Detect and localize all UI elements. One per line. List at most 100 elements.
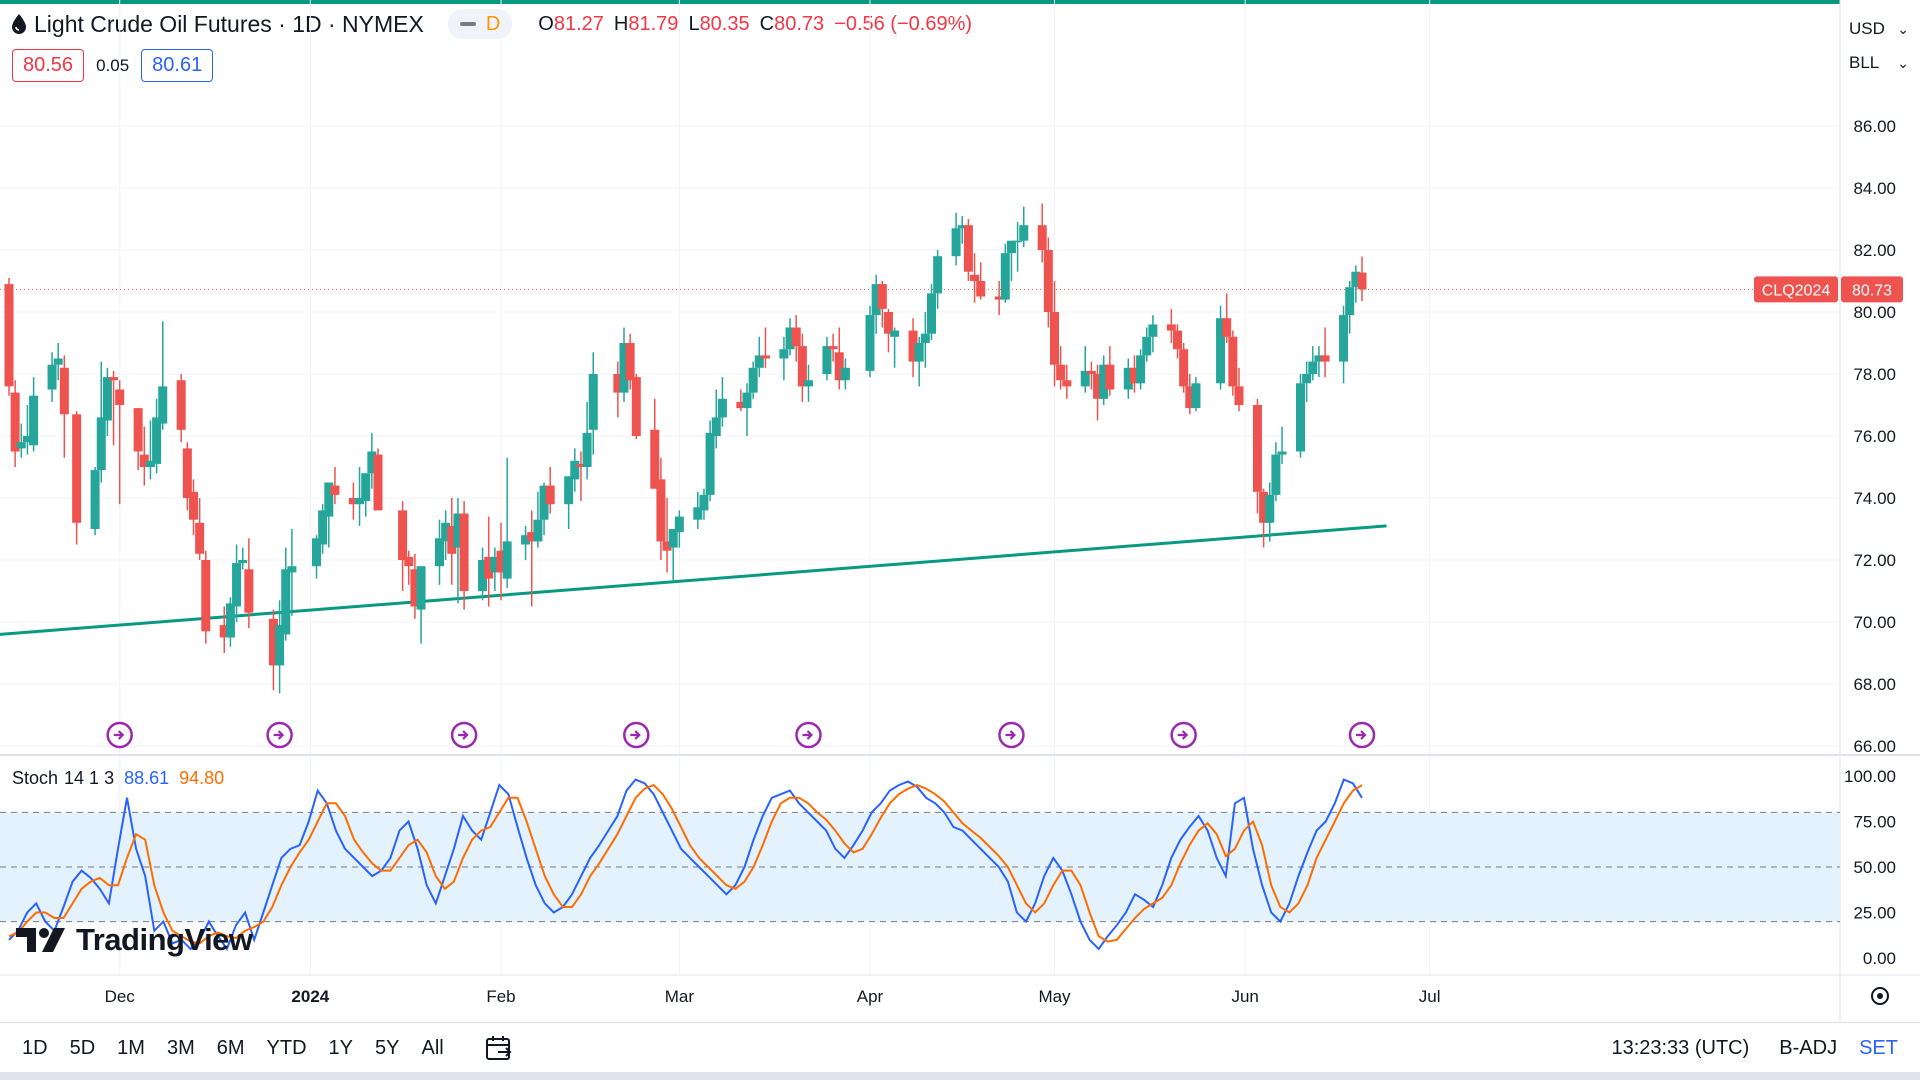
calendar-goto-icon[interactable] — [484, 1033, 514, 1063]
candle — [490, 547, 500, 591]
candle — [1050, 281, 1059, 387]
event-marker-icon[interactable] — [998, 721, 1025, 749]
candle-body — [1093, 374, 1103, 399]
stoch-d-line — [8, 783, 1363, 945]
price-chart[interactable]: 86.00 84.00 82.00 80.00 78.00 76.00 74.00 72.00… — [0, 0, 1920, 1022]
candle-body — [478, 560, 488, 591]
candle — [1185, 374, 1195, 415]
event-marker-icon[interactable] — [1348, 721, 1376, 749]
candle — [545, 467, 555, 514]
tradingview-logo[interactable]: TradingView — [16, 922, 253, 958]
symbol-title[interactable]: Light Crude Oil Futures · 1D · NYMEX — [34, 10, 424, 37]
candle-body — [976, 281, 986, 297]
candle-body — [90, 470, 100, 529]
candle — [324, 482, 334, 548]
range-5d[interactable]: 5D — [69, 1036, 96, 1059]
clock-time[interactable]: 13:23:33 (UTC) — [1611, 1036, 1750, 1059]
candle-body — [754, 355, 764, 368]
event-marker-icon[interactable] — [623, 721, 650, 749]
candle — [1314, 346, 1324, 378]
candle — [287, 529, 297, 616]
candle-body — [748, 367, 758, 393]
high-value: 81.79 — [628, 12, 679, 35]
currency-dropdown[interactable]: USD ⌄ — [1845, 12, 1915, 46]
candle-body — [1019, 225, 1029, 241]
candle-body — [435, 538, 444, 567]
candle — [742, 383, 752, 436]
candle-body — [441, 522, 451, 542]
settings-gear-icon[interactable] — [1871, 987, 1889, 1005]
candle — [797, 333, 807, 402]
candle-body — [1086, 370, 1096, 374]
candle — [785, 318, 795, 356]
candle — [158, 321, 168, 430]
sell-button[interactable]: 80.56 — [12, 49, 85, 82]
candle-body — [1277, 451, 1287, 455]
candle — [521, 525, 531, 560]
event-marker-icon[interactable] — [795, 721, 822, 749]
candle — [1080, 346, 1090, 393]
candle — [1037, 203, 1047, 263]
candle — [29, 377, 39, 452]
candle — [47, 352, 57, 402]
candle-body — [312, 538, 321, 567]
range-3m[interactable]: 3M — [166, 1036, 195, 1059]
candle-body — [139, 454, 149, 467]
candle-body — [533, 519, 543, 542]
candle — [53, 343, 63, 381]
range-5y[interactable]: 5Y — [375, 1036, 400, 1059]
candle — [133, 408, 143, 471]
session-toggle[interactable]: SET — [1859, 1036, 1898, 1059]
event-marker-icon[interactable] — [1170, 721, 1197, 749]
candle-body — [53, 358, 63, 365]
candle-body — [1056, 364, 1066, 381]
candle — [361, 473, 371, 517]
candle — [373, 448, 383, 511]
header-accent-line — [0, 0, 1840, 4]
candle-body — [281, 569, 291, 635]
stoch-d-value: 94.80 — [179, 768, 225, 788]
unit-dropdown[interactable]: BLL ⌄ — [1845, 46, 1915, 80]
candle — [1351, 265, 1361, 303]
candle-body — [1013, 240, 1023, 243]
data-status-pill[interactable]: D — [447, 9, 513, 39]
range-1d[interactable]: 1D — [22, 1036, 48, 1059]
range-1m[interactable]: 1M — [117, 1036, 145, 1059]
range-6m[interactable]: 6M — [216, 1036, 245, 1059]
candle-body — [668, 529, 678, 548]
range-ytd[interactable]: YTD — [266, 1036, 307, 1059]
range-all[interactable]: All — [421, 1036, 444, 1059]
stoch-tick-label: 25.00 — [1853, 904, 1896, 923]
candle-body — [47, 364, 57, 390]
oil-drop-icon — [12, 14, 26, 34]
candle — [582, 401, 592, 480]
chevron-down-icon: ⌄ — [1897, 20, 1909, 37]
candle — [145, 420, 155, 480]
candle — [1000, 243, 1010, 303]
candle-body — [890, 330, 900, 337]
candle — [883, 308, 893, 353]
stoch-legend[interactable]: Stoch 14 1 3 88.61 94.80 — [12, 768, 224, 789]
buy-button[interactable]: 80.61 — [141, 49, 214, 82]
event-marker-icon[interactable] — [266, 721, 293, 749]
candle-body — [447, 525, 457, 554]
candle — [453, 498, 463, 604]
candle — [668, 529, 678, 582]
event-marker-icon[interactable] — [106, 721, 133, 749]
candle-body — [416, 566, 426, 610]
candle-body — [1191, 383, 1201, 409]
event-marker-icon[interactable] — [450, 721, 478, 749]
price-tick-label: 78.00 — [1853, 365, 1896, 384]
candle — [225, 597, 235, 647]
candle — [791, 315, 801, 362]
candle — [484, 516, 494, 607]
candle — [564, 476, 574, 529]
low-value: 80.35 — [699, 12, 750, 35]
candle-body — [1123, 367, 1133, 390]
candle-body — [367, 451, 377, 474]
candle — [963, 219, 973, 281]
candle — [1265, 482, 1275, 542]
candle-body — [287, 566, 297, 573]
range-1y[interactable]: 1Y — [328, 1036, 354, 1059]
adjustment-toggle[interactable]: B-ADJ — [1779, 1036, 1838, 1059]
